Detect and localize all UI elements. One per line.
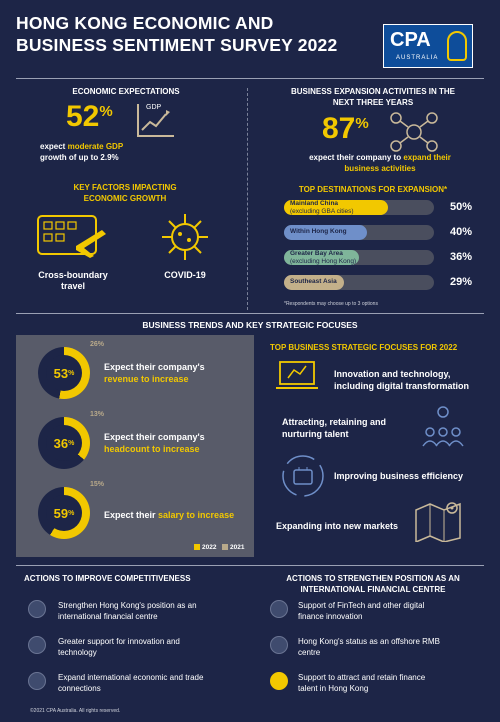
competitiveness-item: Expand international economic and trade c… — [58, 673, 204, 693]
page-title: HONG KONG ECONOMIC AND BUSINESS SENTIMEN… — [16, 13, 338, 55]
focus-markets: Expanding into new markets — [276, 521, 399, 531]
expansion-heading: BUSINESS EXPANSION ACTIVITIES IN THE NEXT… — [290, 87, 456, 107]
competitiveness-item: Greater support for innovation and techno… — [58, 637, 180, 657]
crest-icon — [447, 31, 467, 61]
gdp-chart-icon: GDP — [132, 100, 176, 140]
destinations-chart: Mainland China (excluding GBA cities) 50% W… — [284, 200, 474, 300]
virus-icon — [160, 212, 210, 262]
travel-icon — [36, 212, 108, 262]
destination-bar-fill — [284, 250, 359, 265]
divider — [16, 78, 484, 79]
footer: ©2021 CPA Australia. All rights reserved… — [30, 708, 121, 714]
factor-covid: COVID-19 — [164, 270, 206, 280]
laptop-icon — [276, 360, 326, 394]
vertical-divider — [247, 88, 248, 310]
factors-heading: KEY FACTORS IMPACTING ECONOMIC GROWTH — [73, 183, 177, 203]
trend-text: Expect their salary to increase — [104, 510, 235, 520]
expansion-pct: 87% — [322, 112, 369, 145]
destination-label: Greater Bay Area (excluding Hong Kong) — [290, 250, 357, 265]
focus-efficiency: Improving business efficiency — [334, 471, 464, 481]
trend-pct-2021: 26% — [90, 341, 105, 348]
trend-pct-2021: 15% — [90, 481, 105, 488]
destination-label: Mainland China (excluding GBA cities) — [290, 200, 354, 215]
focuses-heading: TOP BUSINESS STRATEGIC FOCUSES FOR 2022 — [270, 343, 458, 352]
destination-bar-fill — [284, 200, 388, 215]
destinations-note: *Respondents may choose up to 3 options — [284, 301, 378, 307]
financial-item: Hong Kong's status as an offshore RMB cen… — [298, 637, 440, 657]
trend-pct-2022: 59% — [46, 495, 82, 531]
network-icon — [388, 110, 440, 154]
mobile-icon — [270, 600, 288, 618]
destination-bar: Within Hong Kong — [284, 225, 434, 240]
trends-heading: BUSINESS TRENDS AND KEY STRATEGIC FOCUSE… — [142, 320, 358, 330]
factor-travel: Cross-boundary travel — [38, 270, 108, 291]
trend-text: Expect their company's headcount to incre… — [104, 432, 205, 454]
people-icon — [270, 672, 288, 690]
handshake-icon — [28, 672, 46, 690]
trend-pct-2021: 13% — [90, 411, 105, 418]
lightbulb-icon — [28, 636, 46, 654]
destination-bar: Mainland China (excluding GBA cities) — [284, 200, 434, 215]
competitiveness-item: Strengthen Hong Kong's position as an int… — [58, 601, 197, 621]
trend-ring: 53% — [32, 341, 96, 405]
legend-2022: 2022 — [194, 544, 216, 551]
destination-pct: 50% — [449, 201, 472, 213]
financial-item: Support of FinTech and other digital fina… — [298, 601, 425, 621]
competitiveness-heading: ACTIONS TO IMPROVE COMPETITIVENESS — [24, 574, 191, 583]
map-icon — [414, 498, 466, 544]
divider — [16, 565, 484, 566]
trend-pct-2022: 36% — [46, 425, 82, 461]
destination-pct: 36% — [449, 251, 472, 263]
financial-heading: ACTIONS TO STRENGTHEN POSITION AS AN INTE… — [286, 574, 460, 594]
team-icon — [418, 404, 468, 450]
trends-panel: 53% 26% Expect their company's revenue to i… — [16, 335, 254, 557]
destination-label: Southeast Asia — [290, 278, 337, 285]
efficiency-icon — [278, 452, 328, 500]
destination-bar: Southeast Asia — [284, 275, 434, 290]
destination-bar-fill — [284, 275, 345, 290]
cpa-logo: CPA AUSTRALIA — [383, 24, 473, 68]
destination-pct: 29% — [449, 276, 472, 288]
trend-pct-2022: 53% — [46, 355, 82, 391]
globe-icon — [28, 600, 46, 618]
destination-bar-fill — [284, 225, 368, 240]
yuan-icon — [270, 636, 288, 654]
trend-ring: 59% — [32, 481, 96, 545]
destination-bar: Greater Bay Area (excluding Hong Kong) — [284, 250, 434, 265]
divider — [16, 313, 484, 314]
destination-label: Within Hong Kong — [290, 228, 347, 235]
economic-heading: ECONOMIC EXPECTATIONS — [72, 87, 180, 96]
legend-2021: 2021 — [222, 544, 244, 551]
destinations-heading: TOP DESTINATIONS FOR EXPANSION* — [298, 185, 448, 194]
economic-pct: 52% — [66, 100, 113, 133]
expansion-desc: expect their company to expand their bus… — [309, 153, 451, 173]
destination-pct: 40% — [449, 226, 472, 238]
trend-ring: 36% — [32, 411, 96, 475]
trend-text: Expect their company's revenue to increas… — [104, 362, 205, 384]
focus-talent: Attracting, retaining and nurturing talen… — [282, 417, 387, 439]
focus-innovation: Innovation and technology, including digi… — [334, 369, 469, 391]
financial-item: Support to attract and retain finance tal… — [298, 673, 426, 693]
economic-desc: expect moderate GDP growth of up to 2.9% — [40, 142, 124, 162]
